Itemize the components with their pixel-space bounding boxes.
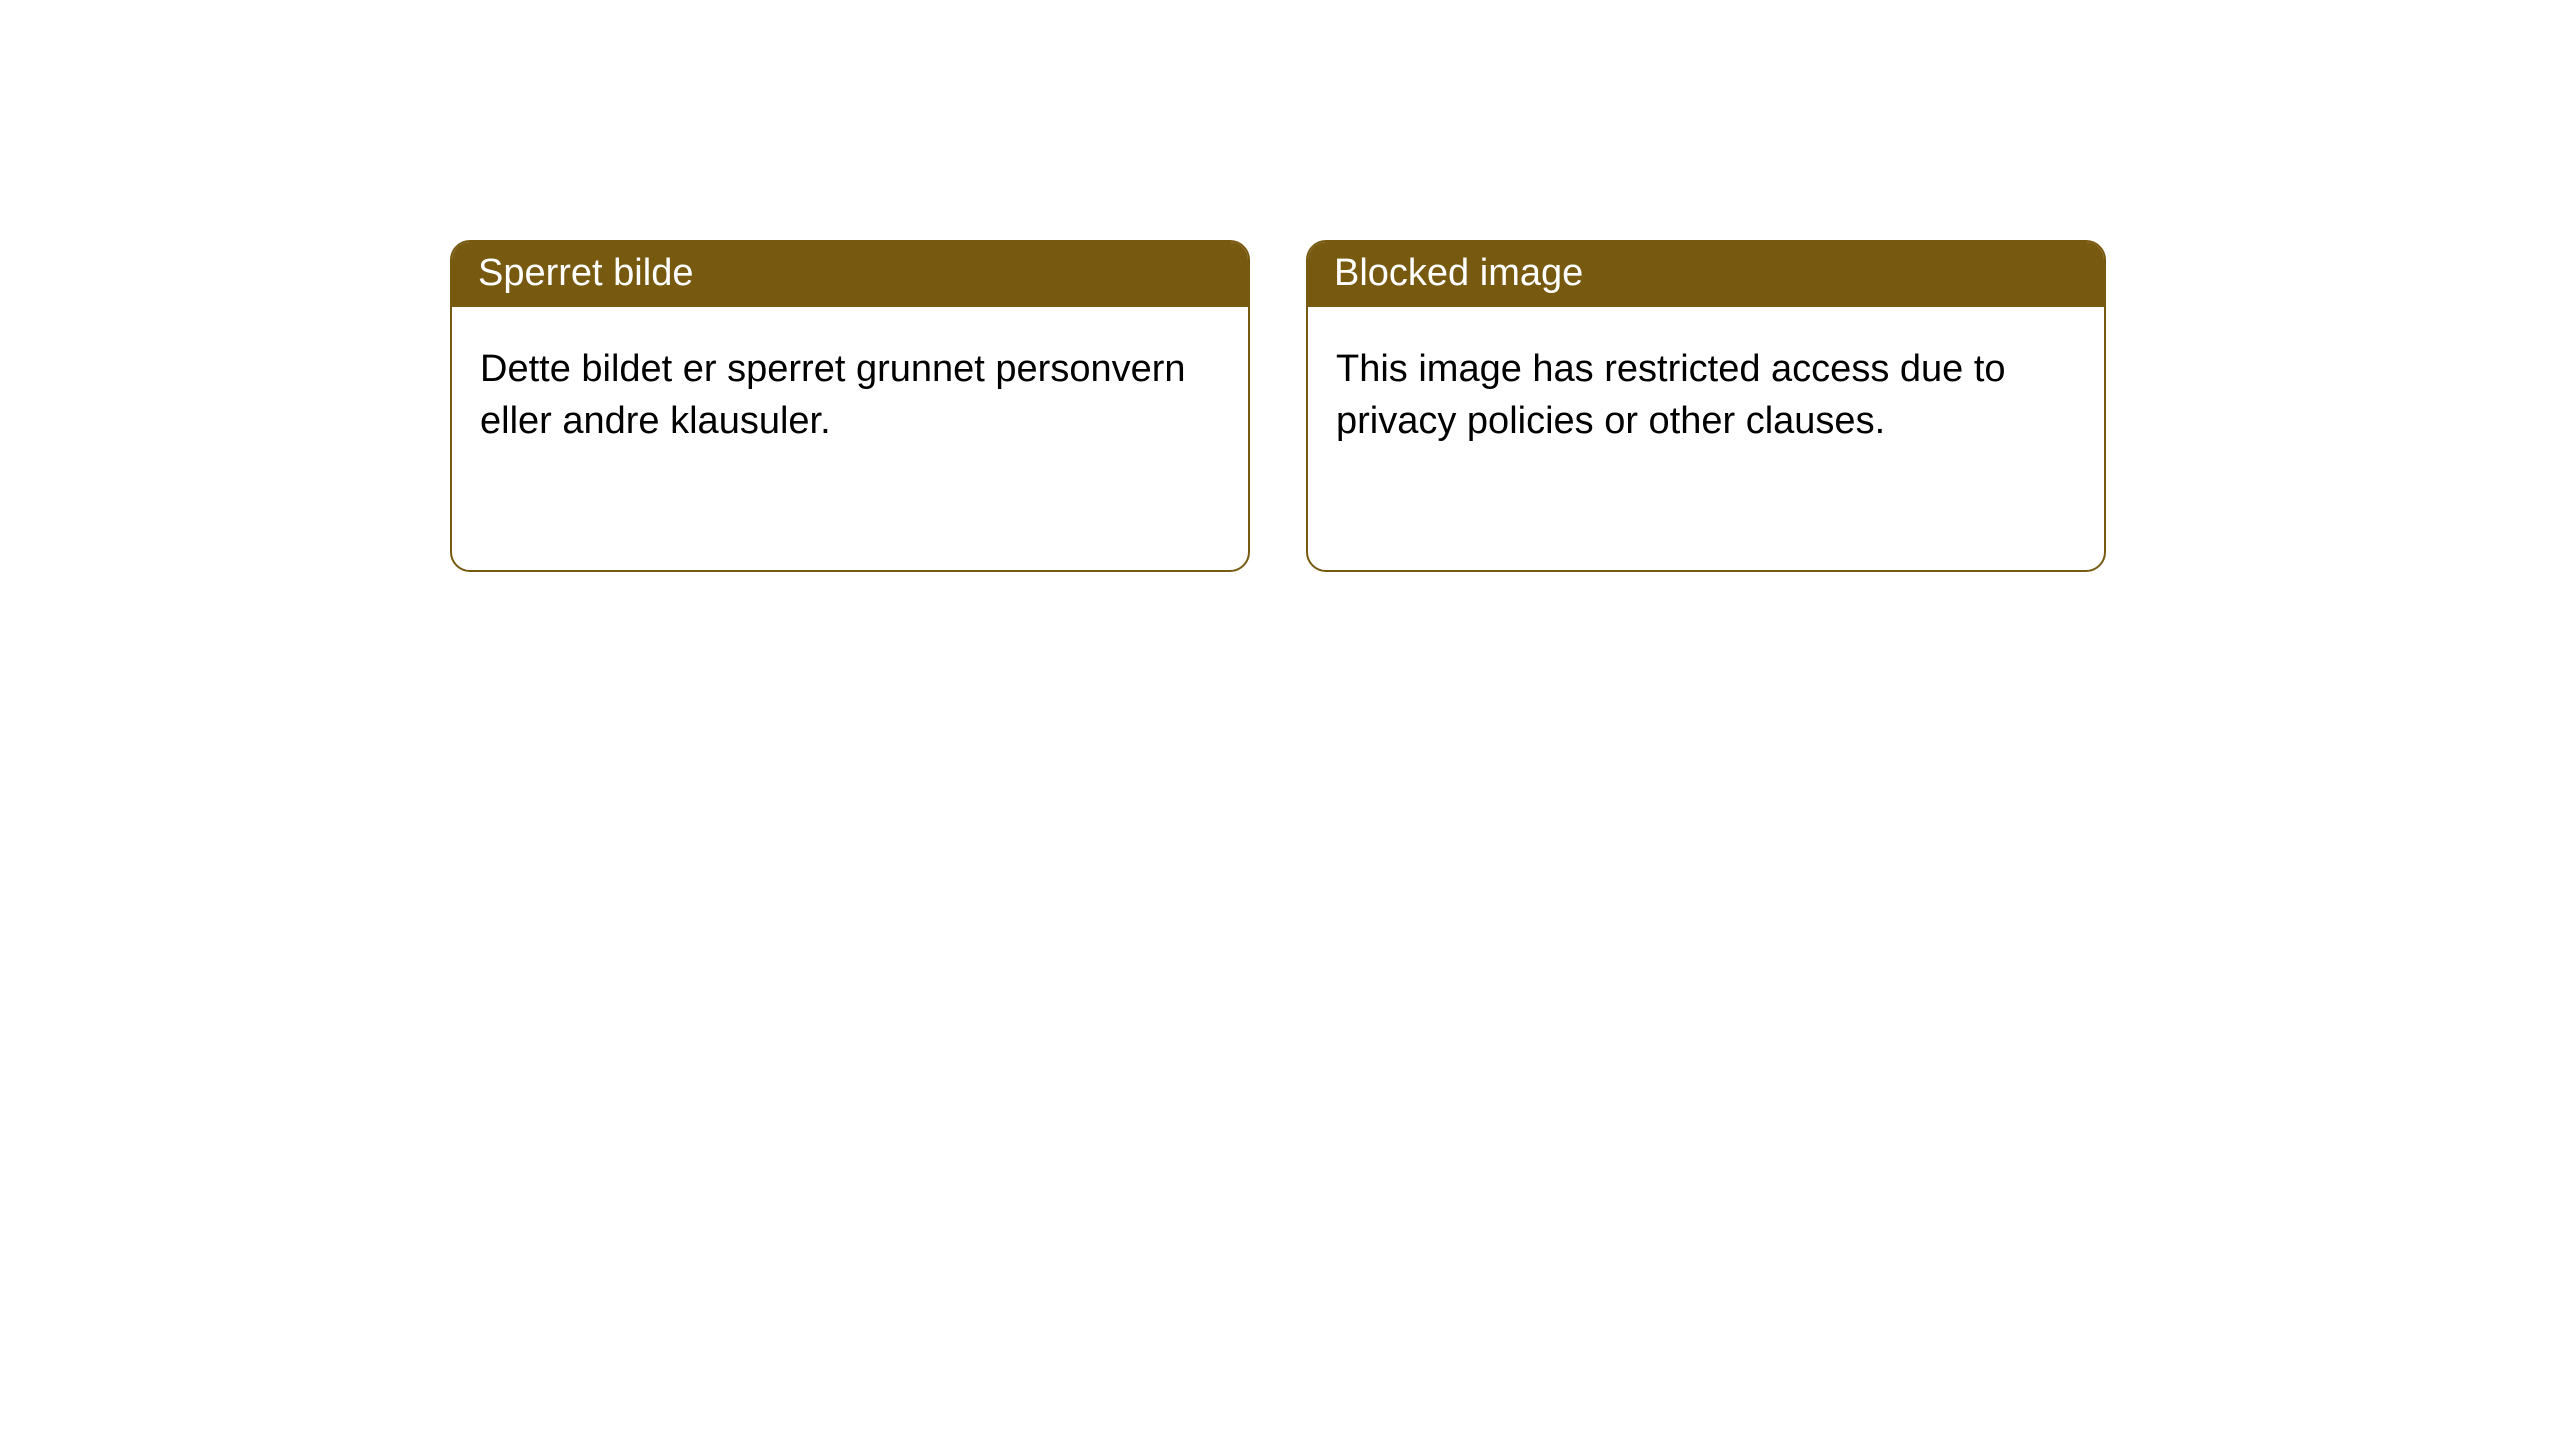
blocked-image-card-en: Blocked image This image has restricted … xyxy=(1306,240,2106,572)
card-body-en: This image has restricted access due to … xyxy=(1308,307,2104,570)
card-body-no: Dette bildet er sperret grunnet personve… xyxy=(452,307,1248,570)
cards-row: Sperret bilde Dette bildet er sperret gr… xyxy=(0,0,2560,572)
card-header-no: Sperret bilde xyxy=(452,242,1248,307)
card-header-en: Blocked image xyxy=(1308,242,2104,307)
blocked-image-card-no: Sperret bilde Dette bildet er sperret gr… xyxy=(450,240,1250,572)
